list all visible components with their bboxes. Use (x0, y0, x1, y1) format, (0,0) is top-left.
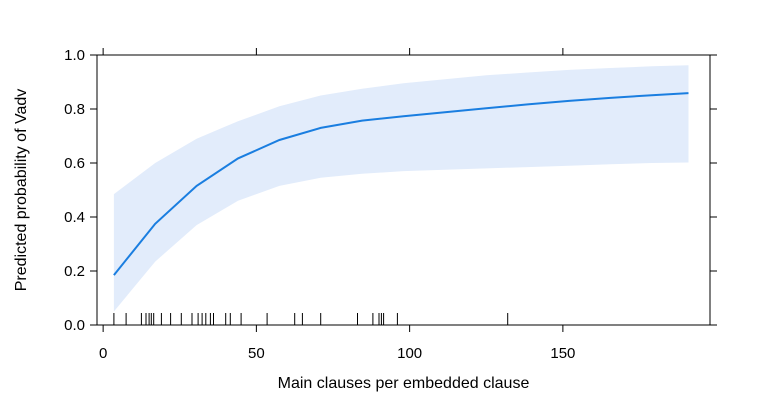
y-tick-label: 0.0 (64, 317, 85, 334)
fit-line (113, 92, 689, 276)
rug-ticks (113, 313, 711, 325)
x-tick-label: 150 (550, 345, 575, 362)
x-axis-title: Main clauses per embedded clause (278, 375, 530, 392)
y-tick-label: 0.8 (64, 101, 85, 118)
y-tick-label: 0.4 (64, 209, 85, 226)
y-axis: 0.0 0.2 0.4 0.6 0.8 1.0 (64, 47, 717, 334)
x-tick-label: 0 (99, 345, 107, 362)
x-tick-label: 100 (397, 345, 422, 362)
y-tick-label: 0.2 (64, 263, 85, 280)
y-axis-title: Predicted probability of Vadv (13, 89, 30, 291)
confidence-band (113, 65, 689, 312)
x-axis: 0 50 100 150 (99, 48, 575, 362)
y-tick-label: 1.0 (64, 47, 85, 64)
y-tick-label: 0.6 (64, 155, 85, 172)
x-tick-label: 50 (248, 345, 265, 362)
plot-frame (96, 54, 711, 326)
